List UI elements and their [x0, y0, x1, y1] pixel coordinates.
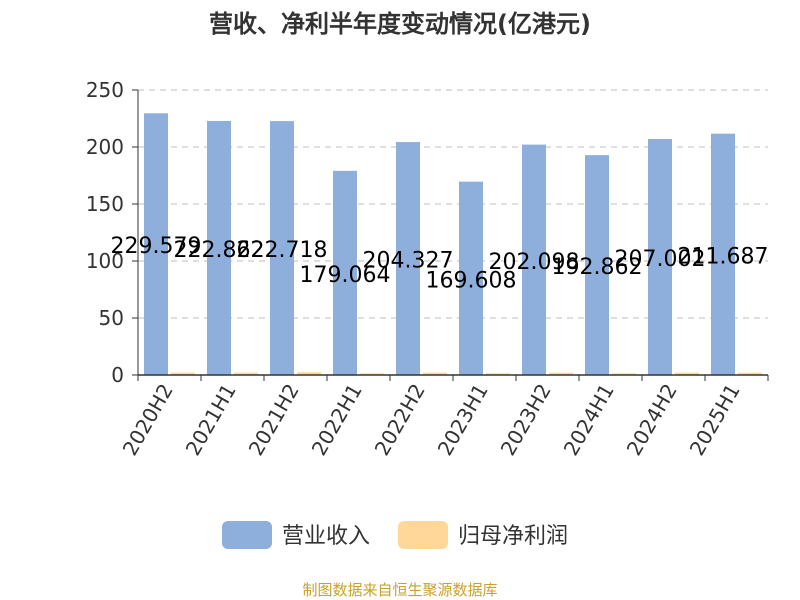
- y-tick-label: 150: [86, 192, 124, 216]
- bar-revenue: [459, 181, 483, 375]
- bar-revenue: [396, 142, 420, 375]
- bar-revenue: [333, 170, 357, 375]
- legend-label-net-profit[interactable]: 归母净利润: [458, 524, 568, 549]
- bar-net-profit: [423, 372, 447, 375]
- bar-net-profit: [360, 373, 384, 375]
- bar-value-label: 192.862: [552, 255, 643, 280]
- grid: [138, 89, 768, 319]
- y-tick-label: 0: [111, 363, 124, 387]
- bar-revenue: [522, 144, 546, 375]
- bar-net-profit: [549, 372, 573, 375]
- bar-value-label: 169.608: [426, 268, 517, 293]
- source-note: 制图数据来自恒生聚源数据库: [302, 581, 497, 599]
- x-tick-label: 2021H1: [181, 380, 241, 460]
- y-tick-label: 100: [86, 249, 124, 273]
- x-tick-label: 2023H1: [433, 380, 493, 460]
- bar-net-profit: [234, 372, 258, 375]
- bars: [144, 113, 762, 376]
- y-tick-label: 250: [86, 78, 124, 102]
- chart-title: 营收、净利半年度变动情况(亿港元): [209, 10, 591, 38]
- bar-revenue: [711, 133, 735, 375]
- bar-value-label: 179.064: [300, 263, 391, 288]
- bar-value-label: 211.687: [678, 244, 769, 269]
- x-tick-label: 2021H2: [244, 380, 304, 460]
- x-tick-label: 2022H2: [370, 380, 430, 460]
- bar-net-profit: [738, 372, 762, 375]
- legend-swatch-revenue[interactable]: [222, 521, 272, 549]
- y-tick-label: 200: [86, 135, 124, 159]
- bar-value-label: 207.002: [615, 247, 706, 272]
- legend[interactable]: 营业收入 归母净利润: [222, 521, 568, 549]
- bar-value-label: 222.718: [237, 238, 328, 263]
- bar-net-profit: [297, 372, 321, 375]
- bar-revenue: [270, 121, 294, 376]
- legend-label-revenue[interactable]: 营业收入: [282, 524, 370, 549]
- legend-swatch-net-profit[interactable]: [398, 521, 448, 549]
- bar-value-label: 204.327: [363, 249, 454, 274]
- x-tick-label: 2023H2: [496, 380, 556, 460]
- x-tick-label: 2022H1: [307, 380, 367, 460]
- bar-value-label: 202.098: [489, 250, 580, 275]
- x-tick-label: 2025H1: [685, 380, 745, 460]
- y-tick-label: 50: [99, 306, 124, 330]
- bar-revenue: [585, 155, 609, 375]
- bar-value-label: 222.862: [174, 238, 265, 263]
- x-tick-label: 2024H2: [622, 380, 682, 460]
- x-tick-label: 2020H2: [118, 380, 178, 460]
- bar-net-profit: [171, 372, 195, 375]
- bar-revenue: [648, 139, 672, 375]
- data-labels: 229.579222.862222.718179.064204.327169.6…: [111, 234, 769, 293]
- x-tick-label: 2024H1: [559, 380, 619, 460]
- bar-net-profit: [612, 373, 636, 375]
- bar-value-label: 229.579: [111, 234, 202, 259]
- bar-revenue: [144, 113, 168, 375]
- bar-net-profit: [486, 373, 510, 375]
- bar-net-profit: [675, 372, 699, 375]
- bar-revenue: [207, 120, 231, 375]
